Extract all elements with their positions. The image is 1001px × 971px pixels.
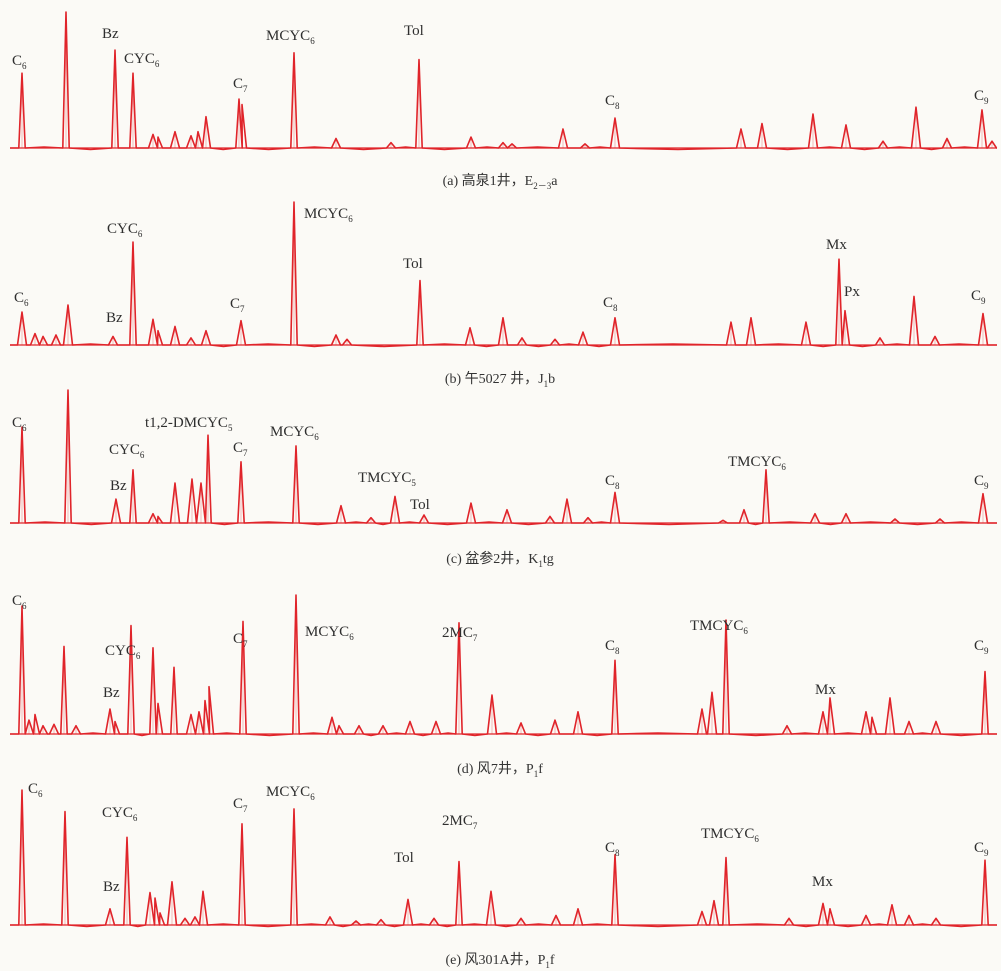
chromatogram-panel: C6 CYC6 Bz C7 MCYC6 Tol 2MC7 C8 TMCYC6 Mx C9 (e) 风3… — [10, 781, 997, 970]
peak-label: C9 — [974, 840, 989, 858]
peak-label: C7 — [230, 296, 245, 314]
panel-caption: (e) 风301A井，P1f — [445, 952, 554, 970]
peak-label: C8 — [605, 840, 620, 858]
peak-label: C7 — [233, 76, 248, 94]
peak-label: C8 — [603, 295, 618, 313]
peak-label: Tol — [403, 256, 423, 272]
peak-label: MCYC6 — [305, 624, 354, 642]
peak-label: C6 — [14, 290, 29, 308]
peak-label: MCYC6 — [266, 28, 315, 46]
peak-label: TMCYC5 — [358, 470, 416, 488]
peak-label: C9 — [974, 638, 989, 656]
panel-caption: (a) 高泉1井，E2－3a — [443, 172, 559, 191]
peak-label: Mx — [826, 237, 847, 253]
peak-label: Px — [844, 284, 860, 300]
panel-caption: (c) 盆参2井，K1tg — [446, 550, 554, 569]
chromatogram-trace — [10, 789, 997, 928]
peak-label: C8 — [605, 473, 620, 491]
peak-label: Bz — [103, 879, 120, 895]
peak-label: C8 — [605, 93, 620, 111]
peak-label: TMCYC6 — [690, 618, 748, 636]
peak-label: CYC6 — [107, 221, 143, 239]
peak-label: Bz — [102, 26, 119, 42]
peak-label: C6 — [12, 415, 27, 433]
peak-label: t1,2-DMCYC5 — [145, 415, 233, 433]
peak-label: C7 — [233, 440, 248, 458]
peak-label: CYC6 — [109, 442, 145, 460]
peak-label: TMCYC6 — [728, 454, 786, 472]
peak-label: 2MC7 — [442, 625, 478, 643]
peak-label: CYC6 — [124, 51, 160, 69]
peak-label: CYC6 — [105, 643, 141, 661]
peak-label: Bz — [106, 310, 123, 326]
peak-label: MCYC6 — [270, 424, 319, 442]
peak-label: Tol — [394, 850, 414, 866]
peak-label: TMCYC6 — [701, 826, 759, 844]
peak-label: C6 — [12, 53, 27, 71]
chromatogram-panel: C6 CYC6 Bz C7 MCYC6 Tol C8 Mx Px C9 (b) 午5027 井，J1… — [10, 201, 997, 389]
peak-label: C7 — [233, 631, 248, 649]
peak-label: Tol — [410, 497, 430, 513]
peak-label: C7 — [233, 796, 248, 814]
peak-label: 2MC7 — [442, 813, 478, 831]
chromatogram-panel: C6 CYC6 Bz C7 MCYC6 2MC7 C8 TMCYC6 Mx C9 (d) 风7井，P… — [10, 593, 997, 779]
peak-label: MCYC6 — [266, 784, 315, 802]
peak-label: MCYC6 — [304, 206, 353, 224]
peak-label: C8 — [605, 638, 620, 656]
peak-label: Bz — [110, 478, 127, 494]
peak-label: C9 — [971, 288, 986, 306]
panel-caption: (d) 风7井，P1f — [457, 761, 543, 779]
peak-label: C6 — [12, 593, 27, 611]
chromatogram-trace — [10, 11, 998, 151]
peak-label: C9 — [974, 473, 989, 491]
peak-label: Bz — [103, 685, 120, 701]
peak-label: CYC6 — [102, 805, 138, 823]
peak-label: C6 — [28, 781, 43, 799]
peak-label: Mx — [812, 874, 833, 890]
chromatogram-panel: C6 Bz CYC6 MCYC6 Tol C7 C8 C9 (a) 高泉1井，E2－3a — [10, 11, 998, 191]
peak-label: C9 — [974, 88, 989, 106]
chromatogram-trace — [10, 389, 997, 526]
peak-label: Tol — [404, 23, 424, 39]
peak-label: Mx — [815, 682, 836, 698]
panel-caption: (b) 午5027 井，J1b — [445, 371, 555, 389]
chromatogram-trace — [10, 201, 997, 348]
